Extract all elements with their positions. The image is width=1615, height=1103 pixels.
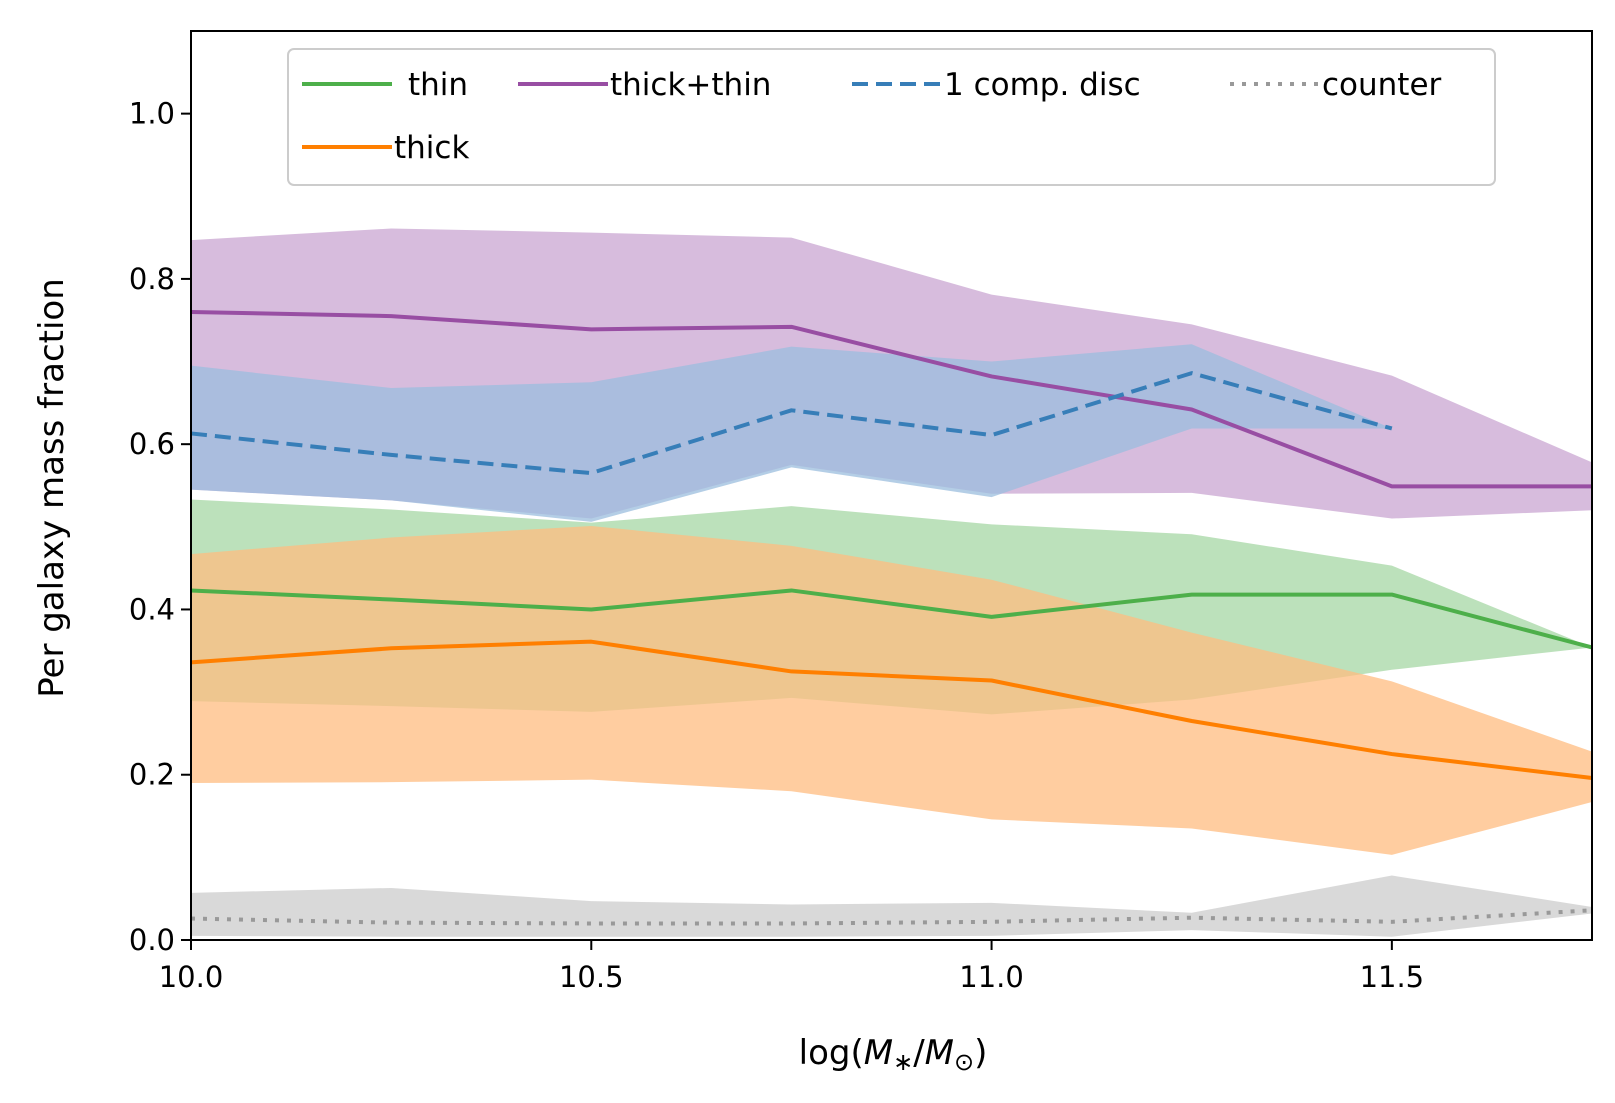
legend: thin thick+thin 1 comp. disc counter thick (287, 48, 1496, 186)
y-tick-label: 0.6 (129, 427, 175, 461)
line-thin (190, 588, 1593, 650)
y-tick-label: 0.8 (129, 262, 175, 296)
x-tick-label: 10.0 (159, 960, 224, 994)
band-counter (191, 875, 1592, 937)
legend-label-1-comp-disc: 1 comp. disc (944, 67, 1141, 103)
x-tick-label: 11.0 (959, 960, 1024, 994)
x-axis-label-sub2: ⊙ (954, 1048, 974, 1076)
legend-label-counter: counter (1322, 67, 1442, 103)
line-counter (190, 908, 1593, 926)
x-axis-label: log(M∗/M⊙) (799, 1033, 988, 1076)
confidence-bands (191, 228, 1592, 937)
x-tick-label: 10.5 (559, 960, 624, 994)
x-axis-label-sub1: ∗ (893, 1048, 913, 1076)
x-axis-label-m2: M (925, 1033, 954, 1073)
series-lines (190, 309, 1593, 926)
y-axis-ticks: 0.0 0.2 0.4 0.6 0.8 1.0 (129, 97, 191, 957)
y-tick-label: 0.0 (129, 923, 175, 957)
legend-label-thick-thin: thick+thin (610, 67, 771, 103)
x-axis-label-slash: / (913, 1033, 925, 1073)
x-axis-label-prefix: log( (799, 1033, 864, 1073)
x-tick-label: 11.5 (1360, 960, 1425, 994)
y-axis-label: Per galaxy mass fraction (32, 278, 72, 698)
line-1-comp-disc (190, 371, 1393, 476)
plot-frame (190, 30, 1593, 941)
line-thick (190, 639, 1593, 781)
line-thick-thin (190, 309, 1592, 489)
y-tick-label: 1.0 (129, 97, 175, 131)
y-tick-label: 0.2 (129, 758, 175, 792)
x-axis-label-m1: M (864, 1033, 893, 1073)
x-axis-ticks: 10.0 10.5 11.0 11.5 (159, 940, 1424, 994)
x-axis-label-suffix: ) (974, 1033, 987, 1073)
legend-label-thick: thick (394, 130, 469, 166)
legend-label-thin: thin (408, 67, 468, 103)
y-tick-label: 0.4 (129, 592, 175, 626)
band-1-comp-disc (191, 344, 1392, 522)
